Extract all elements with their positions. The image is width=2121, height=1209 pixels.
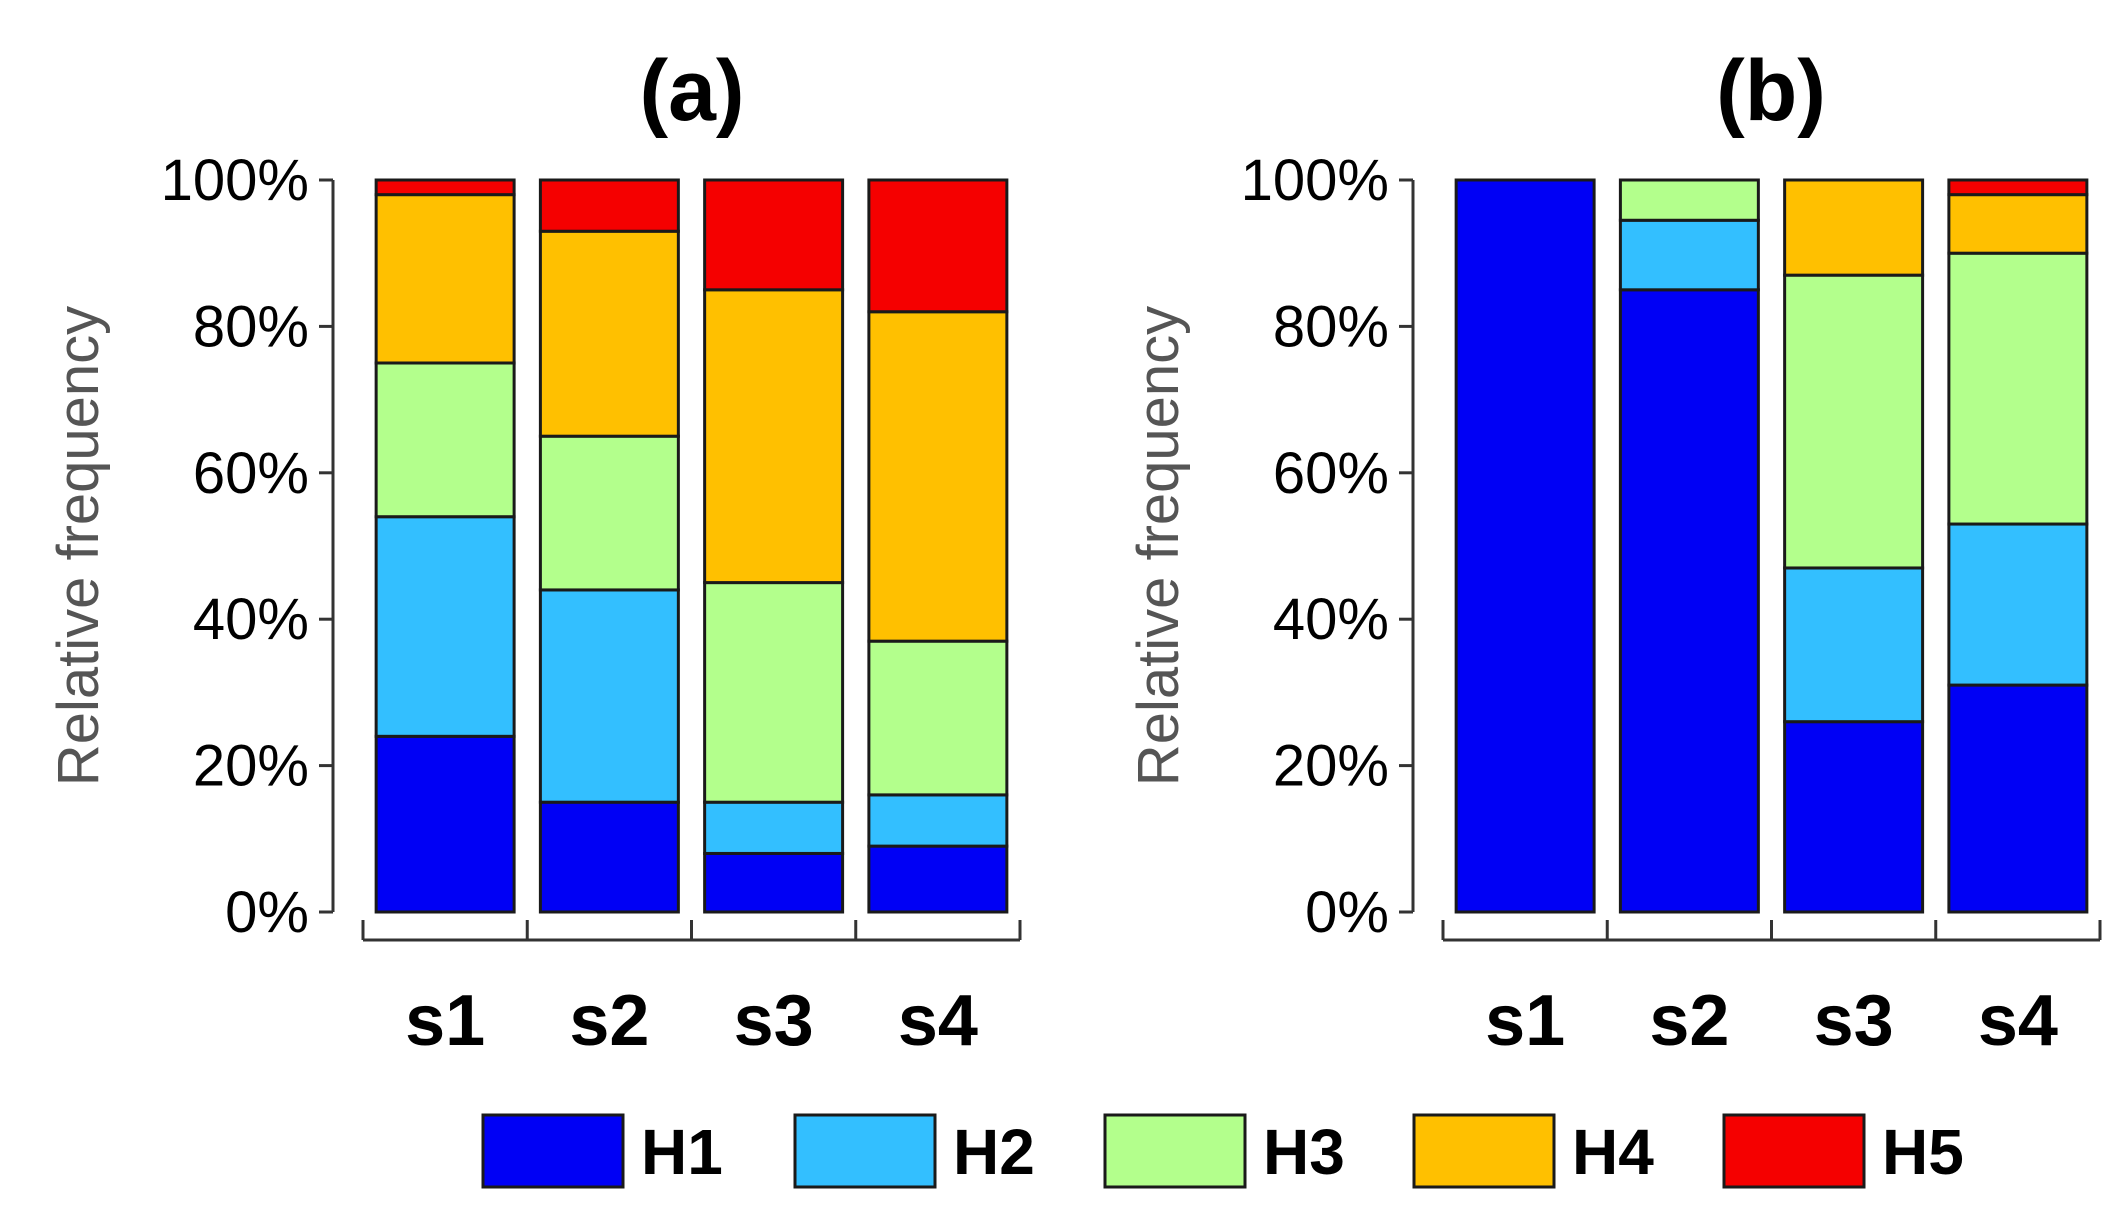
bar-segment-s2-h5: [538, 178, 680, 233]
x-tick-label: s2: [1649, 981, 1729, 1061]
legend-label-h4: H4: [1572, 1116, 1654, 1188]
bar-segment-s4-h5: [1947, 178, 2089, 197]
bar-segment-s4-h4: [1947, 193, 2089, 255]
y-tick-label: 40%: [1273, 587, 1389, 652]
panel-title: (a): [639, 43, 744, 139]
bar-segment-s4-h1: [867, 844, 1009, 914]
x-tick-label: s1: [1485, 981, 1565, 1061]
legend-swatch-h3: [1103, 1113, 1247, 1189]
bar-segment-s3-h1: [703, 851, 845, 914]
legend-label-h3: H3: [1263, 1116, 1345, 1188]
x-tick-label: s3: [1814, 981, 1894, 1061]
x-tick-label: s4: [1978, 981, 2058, 1061]
bar-segment-s2-h2: [538, 588, 680, 804]
bar-segment-s4-h3: [1947, 251, 2089, 526]
bar-segment-s1-h1: [374, 734, 516, 914]
bar-segment-s3-h2: [1783, 566, 1925, 724]
y-tick-label: 80%: [193, 294, 309, 359]
bar-segment-s2-h2: [1618, 218, 1760, 292]
y-tick-label: 0%: [1305, 880, 1389, 945]
bar-segment-s3-h4: [703, 288, 845, 585]
bar-segment-s4-h5: [867, 178, 1009, 314]
bar-segment-s4-h4: [867, 310, 1009, 643]
bar-segment-s4-h2: [1947, 522, 2089, 687]
x-tick-label: s2: [569, 981, 649, 1061]
legend-swatch-h2: [793, 1113, 937, 1189]
bar-segment-s2-h1: [1618, 288, 1760, 914]
legend-label-h5: H5: [1882, 1116, 1964, 1188]
bar-segment-s2-h3: [538, 434, 680, 592]
y-tick-label: 20%: [193, 734, 309, 799]
y-tick-label: 80%: [1273, 294, 1389, 359]
bar-segment-s1-h3: [374, 361, 516, 519]
y-axis-label: Relative frequency: [46, 306, 111, 786]
legend-swatch-h5: [1722, 1113, 1866, 1189]
y-axis-label: Relative frequency: [1126, 306, 1191, 786]
x-tick-label: s3: [734, 981, 814, 1061]
x-tick-label: s4: [898, 981, 978, 1061]
y-tick-label: 20%: [1273, 734, 1389, 799]
y-tick-label: 40%: [193, 587, 309, 652]
bar-segment-s3-h2: [703, 800, 845, 855]
bar-segment-s3-h5: [703, 178, 845, 292]
bar-segment-s1-h5: [374, 178, 516, 197]
bar-segment-s1-h1: [1454, 178, 1596, 914]
panel-title: (b): [1716, 43, 1826, 139]
bar-segment-s3-h3: [703, 581, 845, 804]
bar-segment-s3-h1: [1783, 720, 1925, 914]
bar-segment-s3-h3: [1783, 273, 1925, 570]
bar-segment-s2-h3: [1618, 178, 1760, 222]
bar-segment-s1-h2: [374, 515, 516, 738]
legend-label-h2: H2: [953, 1116, 1035, 1188]
y-tick-label: 100%: [1241, 148, 1389, 213]
legend: H1 H2 H3 H4 H5: [481, 1113, 1964, 1189]
bar-segment-s2-h4: [538, 229, 680, 438]
y-tick-label: 60%: [193, 441, 309, 506]
x-tick-label: s1: [405, 981, 485, 1061]
y-tick-label: 0%: [225, 880, 309, 945]
panel-b: (b) Relative frequency 0% 20% 40% 60% 80% 100% s…: [1126, 43, 2102, 1061]
legend-swatch-h1: [481, 1113, 625, 1189]
panel-a: (a) Relative frequency 0% 20% 40% 60% 80% 100% s…: [46, 43, 1022, 1061]
bar-segment-s2-h1: [538, 800, 680, 914]
bar-segment-s4-h2: [867, 793, 1009, 848]
y-tick-label: 100%: [161, 148, 309, 213]
bar-segment-s3-h4: [1783, 178, 1925, 277]
legend-label-h1: H1: [641, 1116, 723, 1188]
legend-swatch-h4: [1412, 1113, 1556, 1189]
bar-segment-s4-h3: [867, 639, 1009, 797]
y-tick-label: 60%: [1273, 441, 1389, 506]
bar-segment-s1-h4: [374, 193, 516, 365]
bar-segment-s4-h1: [1947, 683, 2089, 914]
